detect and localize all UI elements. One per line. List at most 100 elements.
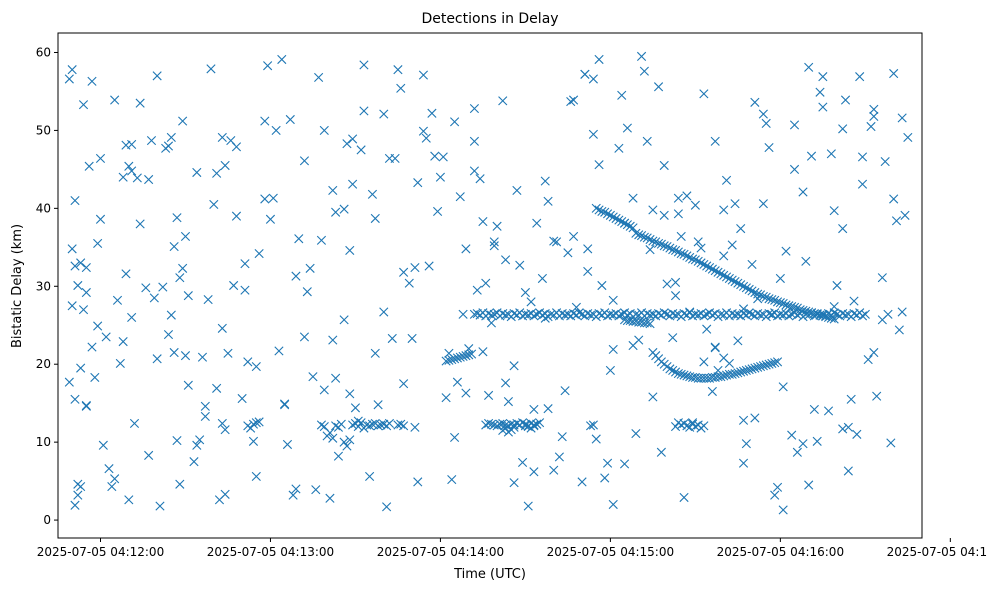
data-point — [305, 263, 315, 273]
data-point — [70, 261, 80, 271]
data-point — [838, 124, 848, 134]
data-point — [597, 206, 607, 217]
data-point — [189, 457, 199, 467]
data-point — [772, 482, 783, 492]
data-point — [81, 287, 91, 298]
data-point — [500, 423, 511, 433]
data-point — [631, 228, 641, 238]
data-point — [345, 389, 355, 399]
data-point — [212, 168, 222, 178]
y-tick-label: 40 — [36, 201, 51, 215]
data-point — [719, 270, 729, 280]
data-point — [529, 420, 539, 430]
data-point — [900, 210, 910, 220]
data-point — [127, 166, 137, 176]
data-point — [348, 134, 358, 144]
data-point — [76, 258, 86, 268]
data-point — [410, 262, 420, 273]
data-point — [551, 237, 562, 247]
data-point — [772, 297, 783, 307]
data-point — [600, 473, 610, 483]
data-point — [857, 152, 868, 162]
data-point — [135, 98, 145, 108]
data-point — [299, 332, 310, 342]
data-point — [798, 187, 808, 197]
data-point — [254, 248, 264, 259]
data-point — [379, 109, 389, 119]
data-point — [342, 441, 352, 451]
data-point — [770, 358, 780, 368]
data-point — [316, 235, 327, 245]
x-tick-label: 2025-07-05 04:17:00 — [887, 545, 988, 559]
data-point — [840, 310, 851, 320]
data-point — [144, 450, 154, 460]
y-tick-label: 0 — [43, 513, 51, 527]
data-point — [418, 70, 429, 80]
data-point — [469, 166, 480, 176]
data-point — [659, 241, 669, 251]
data-point — [509, 422, 519, 432]
data-point — [348, 420, 358, 430]
data-point — [829, 308, 839, 318]
data-point — [889, 68, 899, 79]
data-point — [118, 337, 128, 347]
data-points — [64, 51, 913, 515]
data-point — [687, 418, 698, 428]
data-point — [707, 310, 717, 320]
data-point — [353, 421, 363, 432]
data-point — [877, 273, 887, 283]
data-point — [707, 264, 717, 274]
data-point — [532, 218, 542, 228]
data-point — [529, 311, 539, 321]
data-point — [549, 465, 559, 475]
data-point — [229, 280, 239, 291]
data-point — [251, 361, 261, 372]
data-point — [682, 191, 692, 201]
data-point — [115, 358, 125, 369]
data-point — [81, 401, 91, 411]
x-tick-label: 2025-07-05 04:13:00 — [207, 545, 334, 559]
data-point — [869, 111, 879, 121]
data-point — [84, 161, 94, 171]
data-point — [716, 372, 726, 382]
data-point — [390, 153, 400, 164]
data-point — [359, 106, 369, 116]
data-point — [220, 425, 230, 435]
data-point — [169, 241, 179, 252]
data-point — [591, 434, 601, 444]
data-point — [730, 199, 740, 209]
data-point — [636, 231, 647, 241]
data-point — [503, 397, 514, 407]
data-point — [619, 218, 630, 228]
data-point — [124, 495, 134, 505]
data-point — [755, 361, 766, 372]
data-point — [146, 135, 157, 146]
data-point — [70, 394, 80, 404]
data-point — [702, 324, 712, 334]
data-point — [764, 294, 774, 304]
data-point — [421, 133, 431, 143]
data-point — [866, 121, 876, 132]
data-point — [90, 372, 100, 383]
data-point — [617, 90, 627, 100]
data-point — [721, 272, 732, 282]
data-point — [200, 411, 210, 422]
y-tick-label: 50 — [36, 123, 51, 137]
data-point — [764, 142, 774, 153]
data-point — [792, 447, 802, 457]
data-point — [568, 95, 579, 105]
data-point — [869, 347, 879, 358]
data-point — [152, 71, 162, 81]
data-point — [158, 282, 168, 292]
data-point — [631, 428, 641, 439]
data-point — [345, 435, 355, 445]
data-point — [67, 301, 77, 311]
data-point — [118, 172, 128, 182]
data-point — [583, 266, 593, 277]
data-point — [124, 161, 134, 171]
data-point — [178, 263, 188, 273]
data-point — [730, 368, 740, 379]
data-point — [770, 295, 780, 305]
data-point — [560, 386, 570, 396]
data-point — [393, 65, 403, 75]
